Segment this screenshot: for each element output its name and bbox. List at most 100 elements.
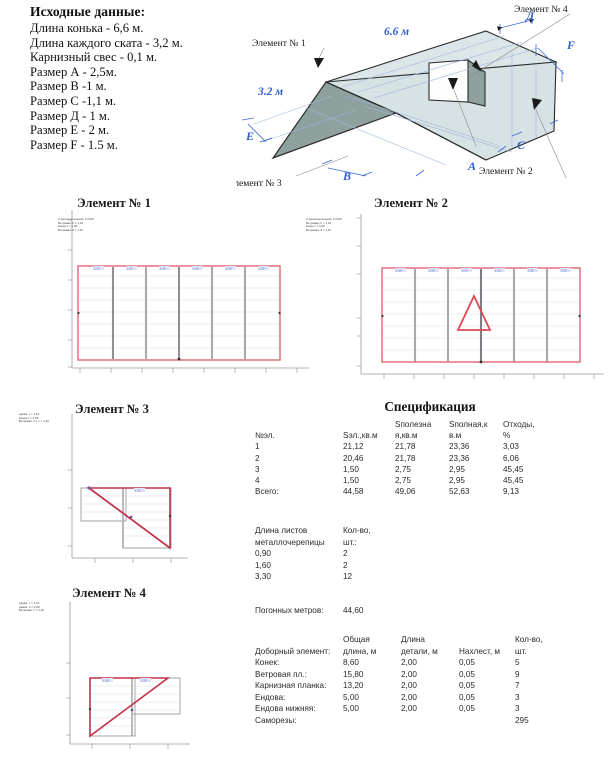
svg-text:1,10: 1,10: [103, 678, 109, 682]
cell: 2,00: [401, 669, 417, 679]
annotation-line: Х-дополнительная: x=0,00: [306, 217, 342, 221]
element-2-title: Элемент № 2: [374, 196, 448, 210]
th-accessory: Доборный элемент:: [255, 646, 331, 656]
table-total-row: Всего: 44,58 49,06 52,63 9,13: [255, 486, 547, 497]
initial-data-block: Исходные данные: Длина конька - 6,6 м. Д…: [30, 4, 245, 152]
svg-text:1,10: 1,10: [94, 266, 100, 270]
table-header-row: Общая Длина Кол-во,: [255, 634, 555, 646]
dim-label-slope: 3.2 м: [257, 86, 283, 98]
th-total-length: Общая: [343, 635, 370, 644]
initial-data-row: Размер А - 2,5м.: [30, 64, 117, 79]
element-2-drawing: 1,10 1,10 1,10 1,10 1,10 1,10: [357, 214, 604, 379]
cell: 4: [255, 476, 260, 486]
svg-text:1,10: 1,10: [528, 268, 534, 272]
cell: 2,75: [395, 476, 411, 486]
dim-label-ridge: 6.6 м: [384, 26, 409, 38]
cell: 0,90: [255, 549, 271, 559]
th-sheet-qty: Кол-во,: [343, 526, 371, 535]
cell: 2,00: [401, 658, 417, 667]
cell: 2,75: [395, 464, 411, 474]
th-sheet-length: Длина листов: [255, 526, 308, 535]
dim-label-D: Д: [525, 9, 535, 23]
cell: 2,95: [449, 464, 465, 474]
table-row: Саморезы: 295: [255, 715, 555, 727]
cell: 49,06: [395, 487, 416, 497]
th-blank: [343, 419, 395, 430]
sheets-table: Длина листов Кол-во, металлочерепицы шт.…: [255, 525, 401, 583]
svg-text:1,10: 1,10: [160, 266, 166, 270]
cell: 0,05: [459, 658, 475, 667]
cell: Конек:: [255, 658, 280, 667]
cell: 5,00: [343, 704, 359, 713]
element-2-annotation: Х-дополнительная: x=0,00 Ветровая: h = 1…: [306, 217, 342, 232]
cell: 9: [515, 669, 520, 679]
cell: 1,50: [343, 464, 359, 474]
table-row: Погонных метров: 44,60: [255, 605, 401, 617]
th-blank-2: [459, 634, 515, 646]
th-part-length-2: детали, м: [401, 646, 438, 656]
annotation-line: Ветровая: h = 1,10: [58, 220, 84, 225]
initial-data-row: Длина каждого ската - 3,2 м.: [30, 35, 183, 50]
cell: 0,05: [459, 669, 475, 679]
cell: 21,12: [343, 442, 364, 452]
svg-text:1,10: 1,10: [226, 266, 232, 270]
cell: 0,05: [459, 681, 475, 690]
cell: 7: [515, 681, 520, 690]
cell: 23,36: [449, 453, 470, 463]
cell: 12: [343, 572, 353, 582]
roof-label-element-2: Элемент № 2: [479, 166, 533, 177]
annotation-line: Ветровая: d = 1,10: [306, 227, 332, 232]
th-waste: Отходы,: [503, 420, 535, 429]
th-blank: [255, 419, 343, 430]
element-4-annotation: ндова: x = 1,10 рамка: h = 2,05 Ветровая…: [19, 601, 44, 613]
cell: 3,03: [503, 442, 519, 452]
cell: 1,50: [343, 476, 359, 486]
cell: 3: [515, 692, 520, 702]
annotation-line: ндова: x = 1,10: [19, 412, 40, 416]
cell: 2,00: [401, 692, 417, 702]
element-2-panel: Элемент № 2 Х-дополнительная: x=0,00 Вет…: [296, 196, 610, 391]
svg-text:1,10: 1,10: [561, 268, 567, 272]
cell: 1,60: [255, 560, 271, 570]
element-4-title: Элемент № 4: [72, 586, 146, 600]
th-sheet-length-2: металлочерепицы: [255, 537, 325, 547]
cell: 295: [515, 715, 529, 725]
area-table: Sполезна Sполная,к Отходы, №эл. Sэл.,кв.…: [255, 419, 547, 497]
annotation-line: рамка: h = 2,05: [19, 604, 40, 609]
cell: 6,06: [503, 453, 519, 463]
cell: 44,58: [343, 487, 364, 497]
element-4-panel: Элемент № 4 ндова: x = 1,10 рамка: h = 2…: [10, 578, 250, 760]
element-3-drawing: 1,10: [68, 414, 188, 563]
cell: [401, 715, 459, 727]
cell: [343, 715, 401, 727]
svg-text:1,10: 1,10: [135, 488, 141, 492]
cell: Ветровая пл.:: [255, 669, 307, 679]
table-row: 4 1,50 2,75 2,95 45,45: [255, 475, 547, 486]
linear-meters-value: 44,60: [343, 606, 364, 615]
element-1-panel: Элемент № 1 Х-дополнительная: x=0,00 Вет…: [55, 196, 320, 391]
initial-data-row: Карнизный свес - 0,1 м.: [30, 50, 158, 65]
roof-3d-diagram: Д F C A B E 6.6 м 3.2 м Элемент № 1 Элем…: [236, 0, 610, 192]
cell: 1: [255, 442, 260, 452]
dim-label-B: B: [342, 169, 351, 183]
cell: 23,36: [449, 442, 470, 452]
th-waste-2: %: [503, 431, 511, 441]
cell: 0,05: [459, 704, 475, 713]
annotation-line: Конек h = 2,05: [19, 415, 39, 420]
th-blank: [255, 634, 343, 646]
cell: 9,13: [503, 487, 519, 497]
cell: 21,78: [395, 453, 416, 463]
annotation-line: конек с = 0,00: [306, 224, 325, 228]
svg-text:1,10: 1,10: [127, 266, 133, 270]
roof-label-element-4: Элемент № 4: [514, 4, 568, 15]
cell: 2: [343, 549, 348, 559]
table-header-row: Доборный элемент: длина, м детали, м Нах…: [255, 646, 555, 658]
th-full-area: Sполная,к: [449, 420, 488, 429]
cell: 20,46: [343, 453, 364, 463]
th-sheet-qty-2: шт.:: [343, 537, 357, 547]
svg-text:1,10: 1,10: [141, 678, 147, 682]
table-row: 1 21,12 21,78 23,36 3,03: [255, 441, 547, 452]
annotation-line: ндова: x = 1,10: [19, 601, 40, 605]
table-row: 2 20,46 21,78 23,36 6,06: [255, 453, 547, 464]
cell: 8,60: [343, 658, 359, 667]
